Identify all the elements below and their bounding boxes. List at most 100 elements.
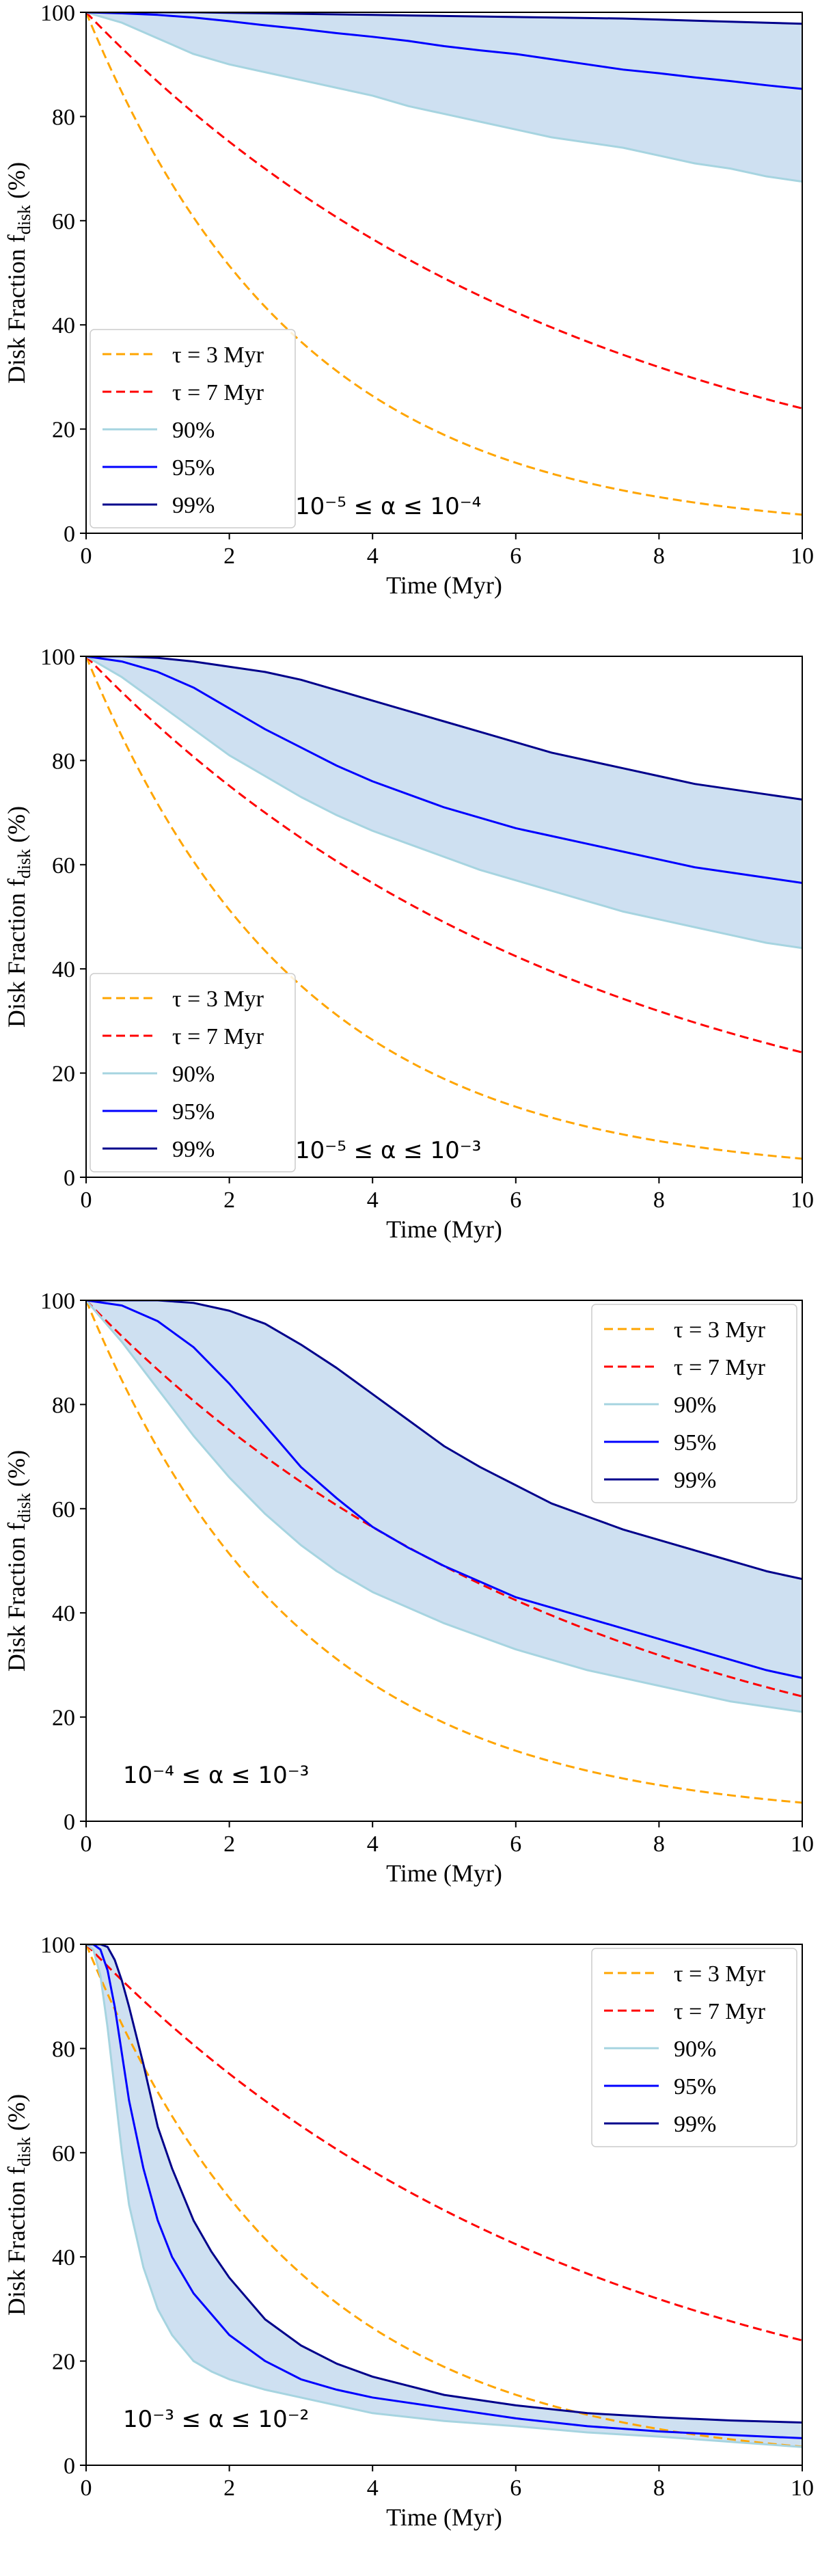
y-tick-label: 60 bbox=[52, 2141, 75, 2166]
series-line-4 bbox=[86, 1300, 802, 1581]
y-tick-label: 40 bbox=[52, 1601, 75, 1626]
legend-label: τ = 7 Myr bbox=[172, 380, 264, 405]
legend-label: 95% bbox=[674, 2074, 716, 2099]
legend-label: τ = 3 Myr bbox=[172, 343, 264, 368]
y-axis-label: Disk Fraction fdisk (%) bbox=[3, 162, 34, 384]
legend-box bbox=[591, 1948, 797, 2147]
y-axis-label: Disk Fraction fdisk (%) bbox=[3, 806, 34, 1028]
x-tick-label: 0 bbox=[81, 2476, 92, 2501]
series-line-2 bbox=[86, 12, 802, 183]
y-tick-label: 60 bbox=[52, 853, 75, 878]
series-line-1 bbox=[86, 656, 802, 1054]
x-tick-label: 10 bbox=[791, 544, 814, 569]
legend-box bbox=[591, 1304, 797, 1503]
y-tick-label: 80 bbox=[52, 749, 75, 774]
y-tick-label: 100 bbox=[40, 1, 75, 26]
y-tick-label: 80 bbox=[52, 2037, 75, 2062]
x-tick-label: 2 bbox=[223, 1188, 235, 1213]
series-line-0 bbox=[86, 1944, 802, 2448]
legend-label: τ = 3 Myr bbox=[674, 1961, 766, 1987]
alpha-range-annotation: 10⁻⁴ ≤ α ≤ 10⁻³ bbox=[123, 1762, 309, 1789]
legend-label: 95% bbox=[172, 455, 215, 481]
legend-label: τ = 7 Myr bbox=[674, 1999, 766, 2024]
series-line-0 bbox=[86, 1300, 802, 1804]
x-tick-label: 0 bbox=[81, 1188, 92, 1213]
legend-label: 99% bbox=[674, 1468, 716, 1493]
legend: τ = 3 Myr τ = 7 Myr 90% 95% 99% bbox=[90, 973, 296, 1172]
x-tick-label: 10 bbox=[791, 1832, 814, 1857]
series-line-1 bbox=[86, 1300, 802, 1698]
legend-box bbox=[90, 973, 296, 1172]
band-90-99 bbox=[86, 12, 802, 182]
y-tick-label: 80 bbox=[52, 1393, 75, 1418]
y-tick-label: 40 bbox=[52, 313, 75, 338]
x-tick-label: 10 bbox=[791, 1188, 814, 1213]
y-tick-label: 0 bbox=[64, 2454, 75, 2479]
series-line-1 bbox=[86, 12, 802, 410]
legend-label: τ = 3 Myr bbox=[172, 987, 264, 1012]
x-tick-label: 6 bbox=[510, 1832, 521, 1857]
x-axis-label: Time (Myr) bbox=[386, 2504, 502, 2531]
legend-label: 95% bbox=[674, 1430, 716, 1455]
x-tick-label: 2 bbox=[223, 2476, 235, 2501]
axes-frame bbox=[85, 1300, 803, 1822]
legend-label: 99% bbox=[172, 1137, 215, 1162]
chart-panel-4: 0 2 4 6 8 10 0 20 40 60 80 100 Time (Myr) Disk Fracti… bbox=[0, 1932, 820, 2576]
y-tick-label: 20 bbox=[52, 1062, 75, 1087]
chart-panel-3: 0 2 4 6 8 10 0 20 40 60 80 100 Time (Myr) Disk Fracti… bbox=[0, 1288, 820, 1932]
legend-label: 90% bbox=[172, 418, 215, 443]
series-line-2 bbox=[86, 1300, 802, 1713]
y-axis-label: Disk Fraction fdisk (%) bbox=[3, 1450, 34, 1672]
x-tick-label: 8 bbox=[653, 1188, 665, 1213]
axes-frame bbox=[85, 12, 803, 534]
legend-label: 90% bbox=[674, 1393, 716, 1418]
legend-label: τ = 7 Myr bbox=[172, 1024, 264, 1049]
x-tick-label: 2 bbox=[223, 1832, 235, 1857]
series-line-4 bbox=[86, 1944, 802, 2424]
axes-frame bbox=[85, 656, 803, 1178]
y-tick-label: 0 bbox=[64, 1166, 75, 1191]
series-line-0 bbox=[86, 12, 802, 516]
y-tick-label: 20 bbox=[52, 2350, 75, 2375]
y-tick-label: 20 bbox=[52, 1706, 75, 1731]
legend: τ = 3 Myr τ = 7 Myr 90% 95% 99% bbox=[591, 1948, 797, 2147]
x-tick-label: 8 bbox=[653, 2476, 665, 2501]
y-tick-label: 100 bbox=[40, 645, 75, 670]
band-90-99 bbox=[86, 1944, 802, 2447]
alpha-range-annotation: 10⁻⁵ ≤ α ≤ 10⁻⁴ bbox=[295, 493, 481, 520]
x-tick-label: 4 bbox=[367, 2476, 379, 2501]
legend-label: 90% bbox=[172, 1062, 215, 1087]
legend-label: 99% bbox=[172, 493, 215, 518]
x-tick-label: 8 bbox=[653, 1832, 665, 1857]
y-tick-label: 60 bbox=[52, 1497, 75, 1522]
y-tick-label: 40 bbox=[52, 957, 75, 982]
series-line-1 bbox=[86, 1944, 802, 2342]
alpha-range-annotation: 10⁻⁵ ≤ α ≤ 10⁻³ bbox=[295, 1137, 481, 1164]
alpha-range-annotation: 10⁻³ ≤ α ≤ 10⁻² bbox=[123, 2406, 309, 2433]
series-line-3 bbox=[86, 12, 802, 90]
y-tick-label: 0 bbox=[64, 522, 75, 547]
y-tick-label: 20 bbox=[52, 418, 75, 443]
y-tick-label: 100 bbox=[40, 1289, 75, 1314]
series-line-3 bbox=[86, 656, 802, 884]
y-tick-label: 40 bbox=[52, 2245, 75, 2270]
x-tick-label: 4 bbox=[367, 1832, 379, 1857]
y-tick-label: 0 bbox=[64, 1810, 75, 1835]
x-tick-label: 2 bbox=[223, 544, 235, 569]
x-tick-label: 10 bbox=[791, 2476, 814, 2501]
legend: τ = 3 Myr τ = 7 Myr 90% 95% 99% bbox=[591, 1304, 797, 1503]
y-tick-label: 100 bbox=[40, 1933, 75, 1958]
x-tick-label: 6 bbox=[510, 544, 521, 569]
x-tick-label: 4 bbox=[367, 544, 379, 569]
x-tick-label: 6 bbox=[510, 2476, 521, 2501]
x-tick-label: 8 bbox=[653, 544, 665, 569]
legend-label: 99% bbox=[674, 2112, 716, 2137]
series-line-4 bbox=[86, 656, 802, 801]
series-line-2 bbox=[86, 1944, 802, 2448]
legend: τ = 3 Myr τ = 7 Myr 90% 95% 99% bbox=[90, 329, 296, 528]
series-line-3 bbox=[86, 1944, 802, 2439]
